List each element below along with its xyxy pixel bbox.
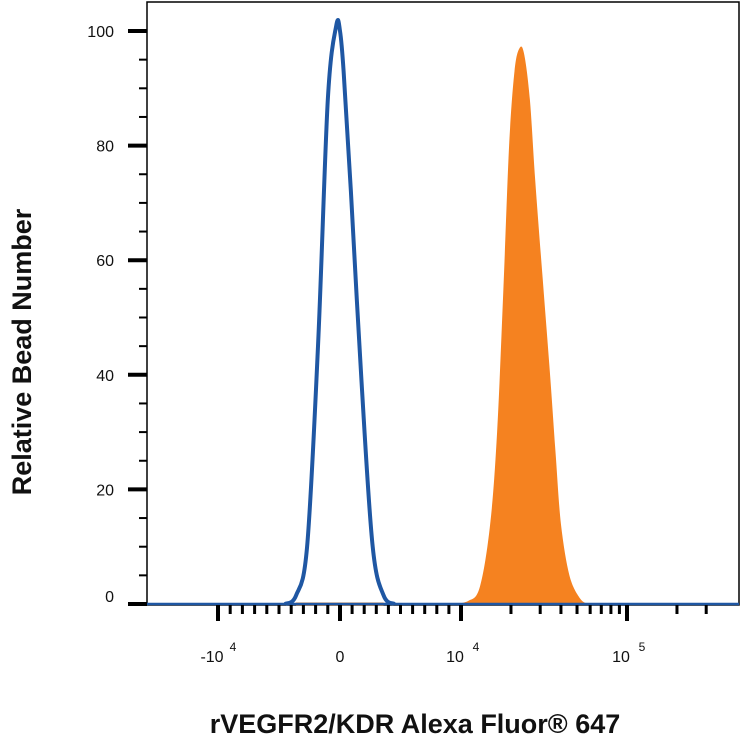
y-tick-label: 0 — [105, 589, 114, 606]
x-axis-label: rVEGFR2/KDR Alexa Fluor® 647 — [210, 709, 621, 739]
y-axis-label: Relative Bead Number — [7, 208, 37, 495]
x-tick-label: 10 — [612, 649, 630, 666]
x-tick-label: -10 — [200, 649, 223, 666]
series-outline-histogram — [283, 18, 396, 606]
y-tick-label: 20 — [96, 482, 114, 499]
x-tick-exponent: 4 — [473, 640, 480, 654]
x-tick-exponent: 5 — [639, 640, 646, 654]
y-tick-label: 60 — [96, 253, 114, 270]
y-tick-label: 40 — [96, 368, 114, 385]
x-tick-label: 0 — [336, 649, 345, 666]
x-tick-label: 10 — [446, 649, 464, 666]
x-axis-ticks — [216, 605, 708, 621]
x-axis-tick-labels: -10 4 0 10 4 10 5 — [200, 640, 645, 666]
y-axis-ticks: 0 20 40 60 80 100 — [87, 24, 147, 606]
y-tick-label: 80 — [96, 139, 114, 156]
series-filled-histogram — [448, 46, 588, 605]
y-tick-label: 100 — [87, 24, 114, 41]
plot-frame — [146, 1, 740, 606]
x-tick-exponent: 4 — [230, 640, 237, 654]
